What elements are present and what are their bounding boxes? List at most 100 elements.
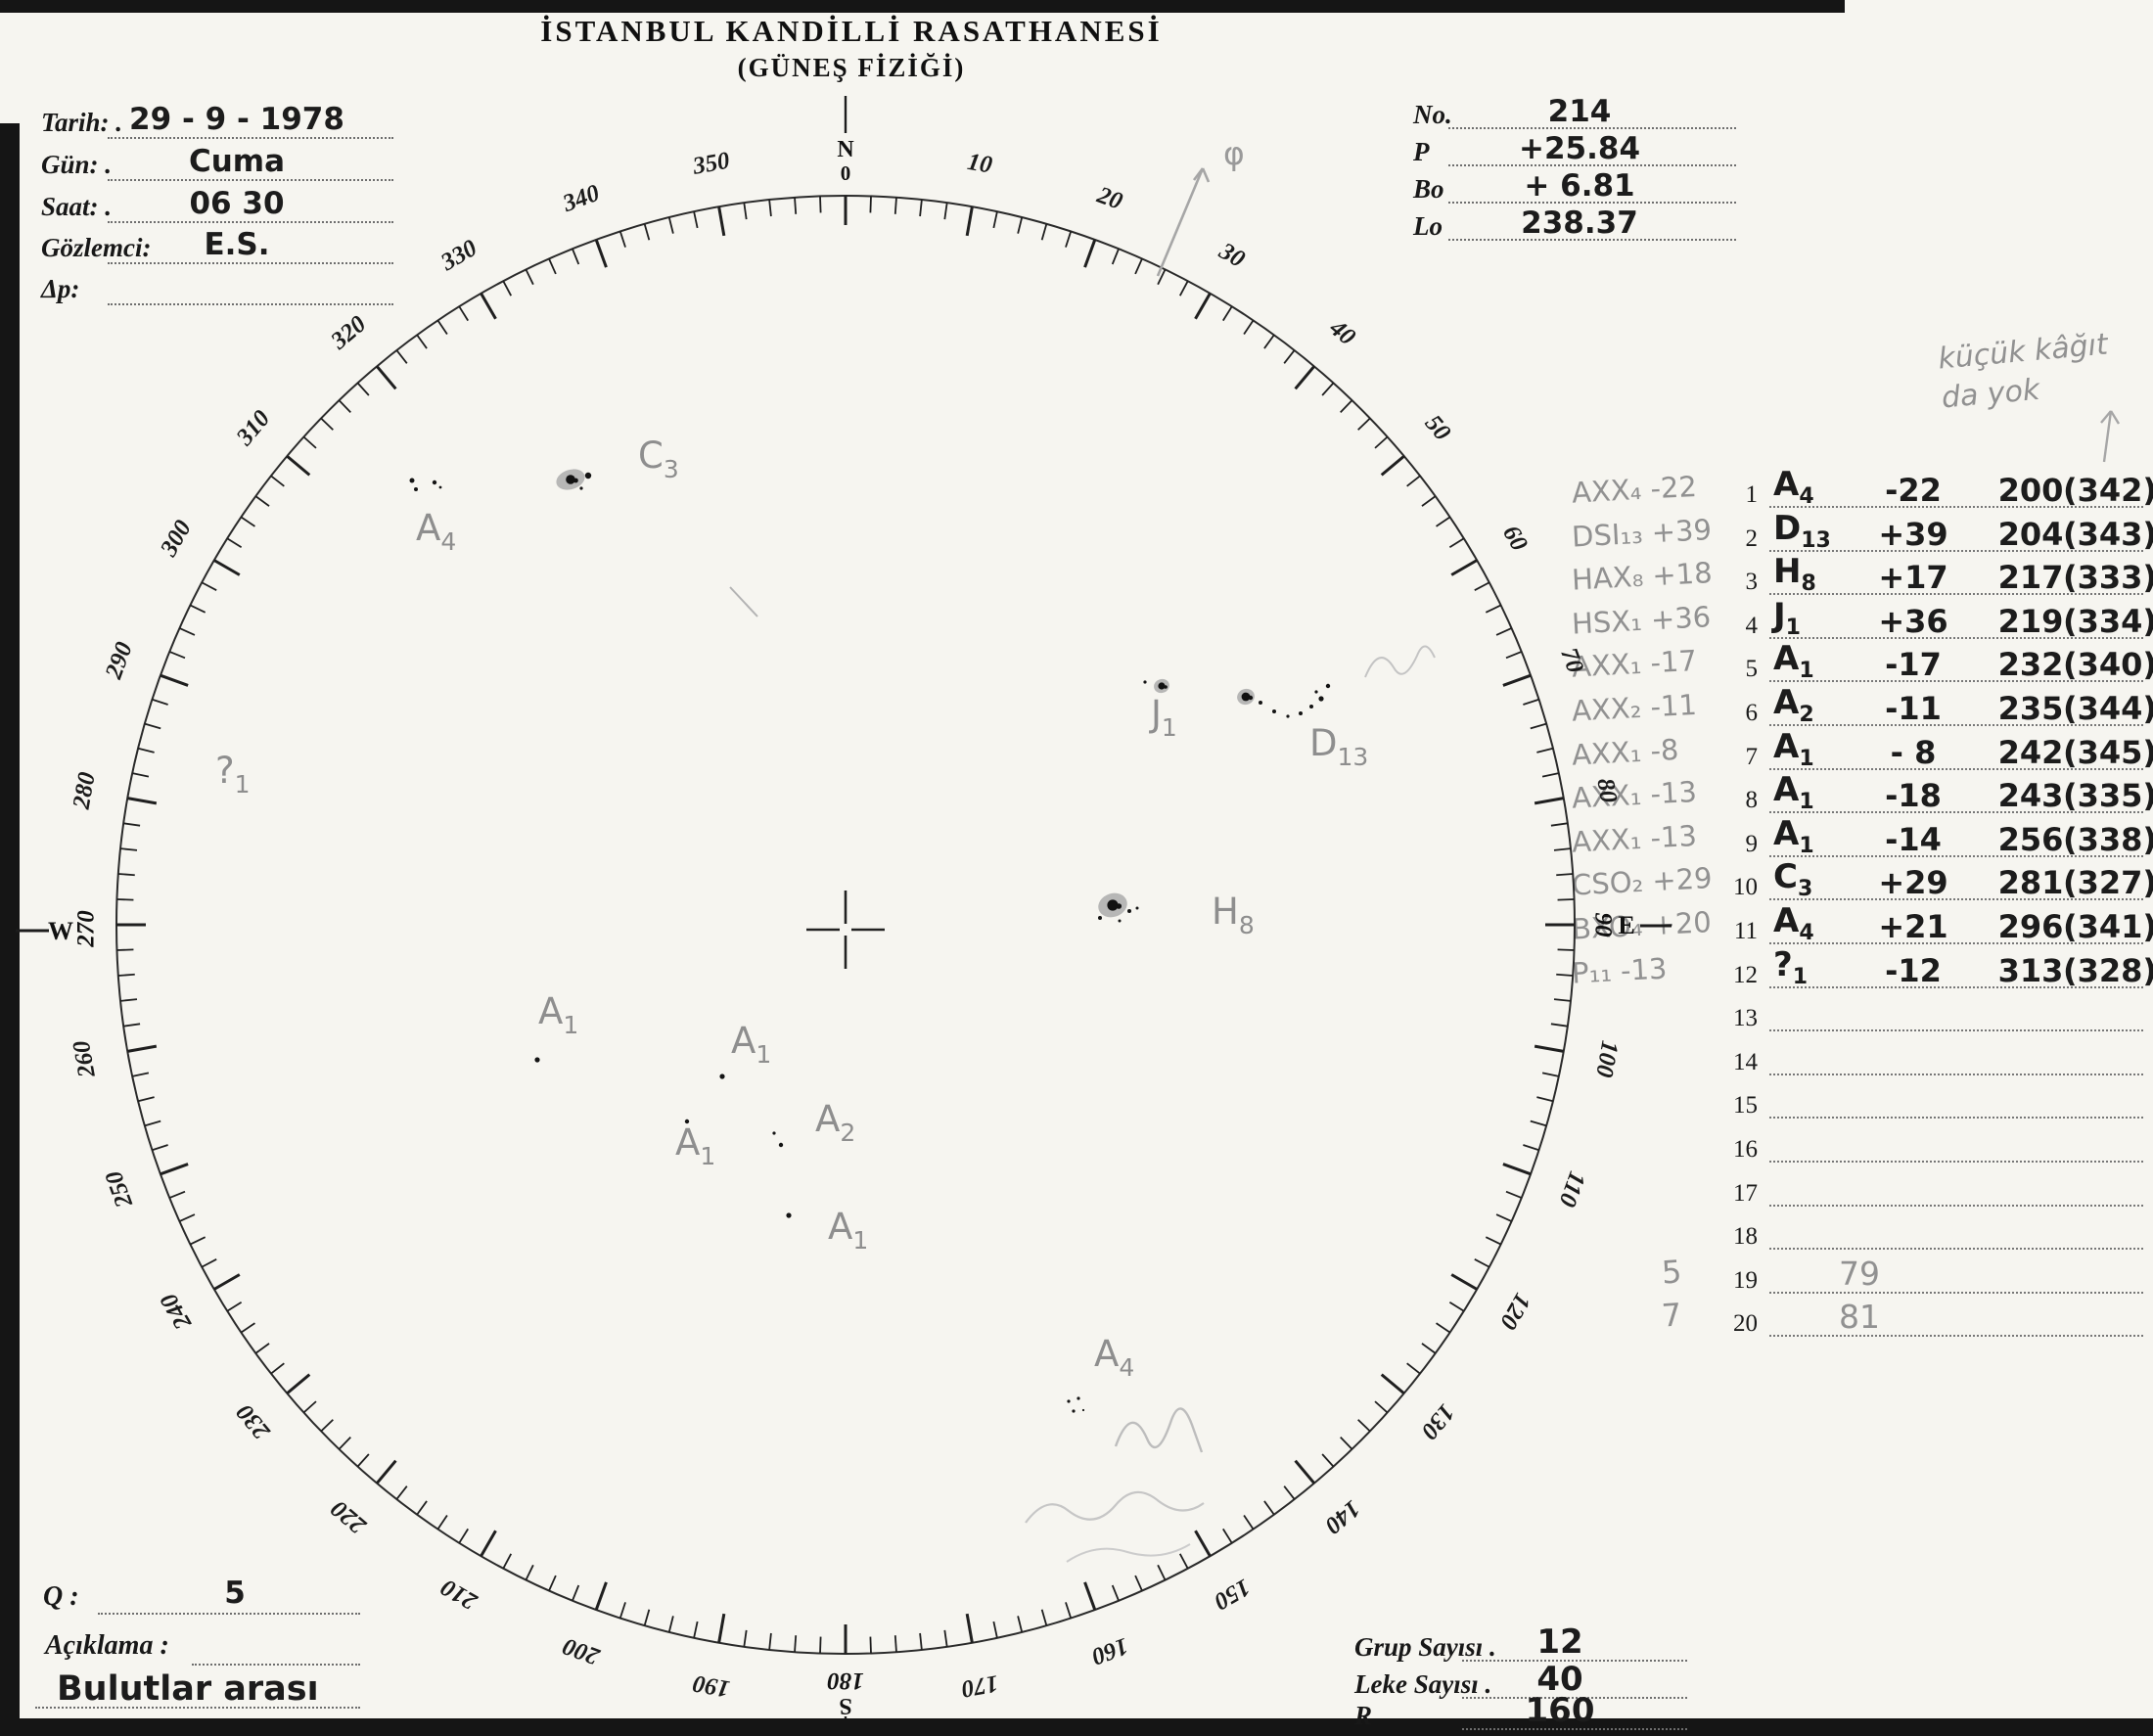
degree-tick bbox=[819, 1636, 822, 1654]
degree-tick bbox=[1505, 1190, 1523, 1199]
table-row-latitude: +29 bbox=[1878, 864, 1948, 901]
table-row-pencil-annotation: AXX₁ -13 bbox=[1571, 774, 1698, 815]
sunspot-dot bbox=[584, 472, 592, 480]
sunspot-group-label: A4 bbox=[1094, 1333, 1134, 1382]
solar-field-dotline bbox=[1448, 202, 1736, 204]
sunspot-dot bbox=[1325, 683, 1331, 689]
degree-label: 140 bbox=[1319, 1495, 1364, 1539]
sunspot-dot bbox=[772, 1131, 776, 1135]
table-row-group-type: A1 bbox=[1773, 639, 1814, 683]
degree-tick bbox=[1243, 319, 1255, 335]
sunspot-group-label: A2 bbox=[815, 1098, 855, 1147]
degree-tick bbox=[1340, 1437, 1353, 1450]
degree-tick bbox=[201, 1257, 217, 1268]
table-row-group-type: A1 bbox=[1773, 814, 1814, 858]
table-row-number: 17 bbox=[1733, 1180, 1758, 1207]
table-row-number: 20 bbox=[1733, 1310, 1758, 1337]
degree-label: 10 bbox=[965, 149, 994, 179]
pencil-scribble bbox=[1025, 1490, 1205, 1524]
table-row-number: 8 bbox=[1745, 787, 1759, 813]
degree-tick bbox=[1157, 269, 1167, 286]
degree-label: 250 bbox=[101, 1166, 139, 1211]
degree-tick bbox=[1321, 382, 1335, 396]
table-row-dotline bbox=[1769, 942, 2143, 944]
degree-tick bbox=[1485, 1236, 1501, 1246]
sunspot-dot bbox=[1067, 1399, 1071, 1403]
degree-tick bbox=[201, 581, 217, 592]
solar-field-dotline bbox=[1448, 164, 1736, 166]
solar-field-value: + 6.81 bbox=[1524, 168, 1635, 204]
degree-tick bbox=[1283, 349, 1296, 364]
degree-tick bbox=[240, 516, 255, 527]
obs-field-label: Tarih: . bbox=[41, 108, 123, 137]
west-label: W bbox=[48, 917, 73, 945]
aciklama-note: Bulutlar arası bbox=[57, 1669, 319, 1709]
obs-field-label: Gün: . bbox=[41, 150, 113, 179]
table-row-dotline bbox=[1769, 855, 2143, 857]
table-row-latitude: +21 bbox=[1878, 908, 1948, 945]
degree-tick bbox=[1357, 1419, 1371, 1433]
obs-field-dotline bbox=[108, 262, 393, 264]
degree-tick bbox=[525, 269, 534, 286]
degree-tick bbox=[502, 1553, 513, 1570]
degree-tick bbox=[338, 1437, 351, 1450]
south-degree-label: 180 bbox=[827, 1667, 864, 1694]
degree-tick bbox=[160, 673, 189, 687]
sunspot-group-label: A1 bbox=[675, 1121, 715, 1170]
degree-tick bbox=[667, 1616, 674, 1633]
south-label: S bbox=[839, 1693, 851, 1718]
totals-dotline bbox=[1462, 1697, 1687, 1699]
table-row: 20 7 81 bbox=[1556, 1296, 2153, 1340]
table-row-dotline bbox=[1769, 898, 2143, 900]
degree-tick bbox=[254, 1343, 270, 1354]
sunspot-dot bbox=[719, 1074, 725, 1079]
table-row-carrington: (333) bbox=[2063, 559, 2153, 596]
degree-tick bbox=[286, 454, 311, 477]
sunspot-dot bbox=[1135, 906, 1139, 910]
obs-field-value: E.S. bbox=[204, 227, 270, 262]
degree-tick bbox=[1374, 435, 1389, 449]
sunspot-group-label: A1 bbox=[828, 1206, 868, 1255]
degree-tick bbox=[416, 1500, 428, 1516]
degree-tick bbox=[1294, 1459, 1316, 1485]
degree-tick bbox=[1474, 1257, 1490, 1268]
sunspot-dot bbox=[414, 487, 418, 491]
degree-tick bbox=[152, 1144, 168, 1152]
degree-tick bbox=[717, 1613, 726, 1643]
degree-label: 30 bbox=[1214, 238, 1249, 274]
sunspot-dot bbox=[579, 486, 583, 490]
degree-tick bbox=[618, 1602, 626, 1619]
sunspot-dot bbox=[684, 1119, 690, 1124]
table-row-carrington: (344) bbox=[2063, 690, 2153, 727]
degree-label: 300 bbox=[155, 516, 197, 562]
degree-tick bbox=[1111, 248, 1120, 265]
degree-tick bbox=[1194, 1530, 1212, 1557]
degree-tick bbox=[1436, 1322, 1451, 1334]
q-value: 5 bbox=[224, 1576, 246, 1611]
degree-tick bbox=[1340, 399, 1353, 413]
sunspot-group-label: H8 bbox=[1212, 891, 1255, 939]
degree-tick bbox=[1222, 1528, 1233, 1544]
degree-tick bbox=[1263, 334, 1275, 349]
pencil-stroke bbox=[729, 586, 758, 617]
degree-tick bbox=[119, 847, 138, 851]
degree-label: 40 bbox=[1324, 314, 1361, 351]
table-row-pencil-annotation: DSI₁₃ +39 bbox=[1571, 513, 1713, 554]
sunspot-dot bbox=[1314, 690, 1318, 694]
totals-value: 40 bbox=[1536, 1660, 1583, 1699]
phi-arrow-line bbox=[1156, 167, 1205, 277]
table-row: 16 bbox=[1556, 1122, 2153, 1165]
degree-tick bbox=[117, 973, 135, 977]
degree-tick bbox=[152, 698, 168, 706]
table-row-pencil-annotation: CSO₂ +29 bbox=[1571, 861, 1714, 902]
degree-tick bbox=[1178, 280, 1189, 297]
north-label: N bbox=[837, 137, 854, 162]
solar-field-dotline bbox=[1448, 127, 1736, 129]
totals-dotline bbox=[1462, 1660, 1687, 1662]
table-row: 8 AXX₁ -13 A1 -18 243 (335) bbox=[1556, 770, 2153, 816]
degree-tick bbox=[525, 1564, 534, 1580]
table-row: 10 CSO₂ +29 C3 +29 281 (327) bbox=[1556, 857, 2153, 903]
table-row-carrington: (338) bbox=[2063, 821, 2153, 858]
table-row: 3 HAX₈ +18 H8 +17 217 (333) bbox=[1556, 552, 2153, 598]
